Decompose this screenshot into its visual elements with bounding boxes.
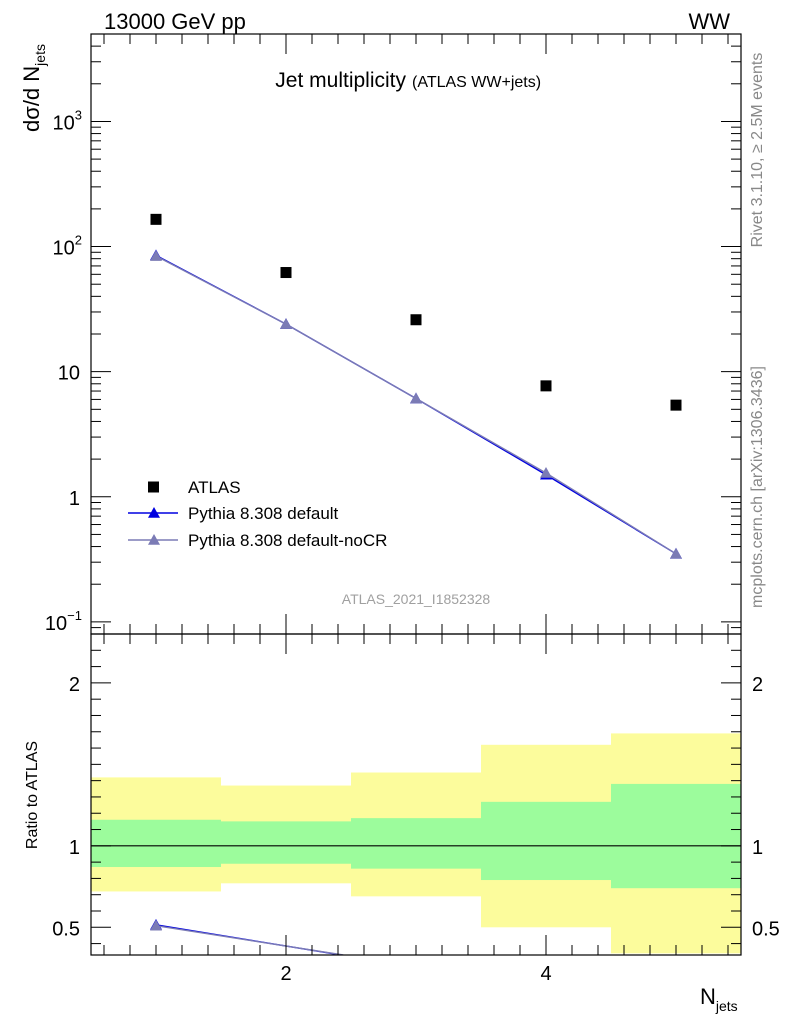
legend-label: Pythia 8.308 default (188, 504, 339, 523)
energy-label: 13000 GeV pp (104, 9, 246, 34)
atlas-point (410, 314, 422, 326)
y-tick-label: 1 (69, 488, 80, 510)
rivet-label: Rivet 3.1.10, ≥ 2.5M events (749, 53, 766, 248)
uncertainty-band-inner (221, 821, 351, 864)
ratio-y-label: Ratio to ATLAS (24, 741, 41, 849)
analysis-watermark: ATLAS_2021_I1852328 (342, 591, 491, 607)
uncertainty-band-inner (91, 819, 221, 868)
legend-swatch-marker (148, 507, 160, 518)
atlas-point (670, 399, 682, 411)
uncertainty-band-inner (351, 818, 481, 869)
process-label: WW (688, 9, 730, 34)
series-point-2 (150, 250, 162, 261)
svg-text:dσ/d Njets: dσ/d Njets (19, 44, 48, 132)
y-tick-label: 10 (58, 363, 80, 385)
legend-swatch-atlas (148, 481, 159, 493)
atlas-point (540, 380, 552, 392)
atlas-point (150, 213, 162, 225)
svg-text:Njets: Njets (700, 984, 738, 1014)
y-tick-label: 10−1 (45, 608, 82, 635)
ratio-y-tick-label: 1 (69, 837, 80, 859)
main-y-label: dσ/d Njets (19, 44, 48, 132)
series-point-2 (540, 466, 552, 478)
series-point-2 (280, 318, 292, 329)
legend-swatch-marker (148, 534, 160, 545)
y-tick-label: 103 (53, 107, 82, 134)
series-point-2 (670, 547, 682, 559)
legend-label: ATLAS (188, 478, 241, 497)
ratio-y-tick-label-right: 0.5 (752, 918, 780, 940)
ratio-point-2 (150, 919, 162, 931)
ratio-line-2 (155, 924, 344, 955)
uncertainty-band-inner (481, 801, 611, 881)
ratio-y-tick-label-right: 2 (752, 674, 763, 696)
x-tick-label: 4 (540, 963, 551, 985)
legend: ATLAS Pythia 8.308 default Pythia 8.308 de… (128, 478, 387, 550)
ratio-y-tick-label: 2 (69, 674, 80, 696)
ratio-y-tick-label-right: 1 (752, 837, 763, 859)
uncertainty-band-inner (611, 783, 741, 889)
x-tick-label: 2 (280, 963, 291, 985)
legend-label: Pythia 8.308 default-noCR (188, 531, 387, 550)
atlas-point (280, 267, 292, 279)
x-axis-label: Njets (700, 984, 738, 1014)
chart-subtitle: (ATLAS WW+jets) (412, 74, 541, 91)
source-label: mcplots.cern.ch [arXiv:1306.3436] (749, 366, 766, 608)
y-tick-label: 102 (53, 233, 82, 260)
ratio-y-tick-label: 0.5 (52, 918, 80, 940)
series-point-2 (410, 392, 422, 404)
chart-title: Jet multiplicity (275, 69, 406, 92)
